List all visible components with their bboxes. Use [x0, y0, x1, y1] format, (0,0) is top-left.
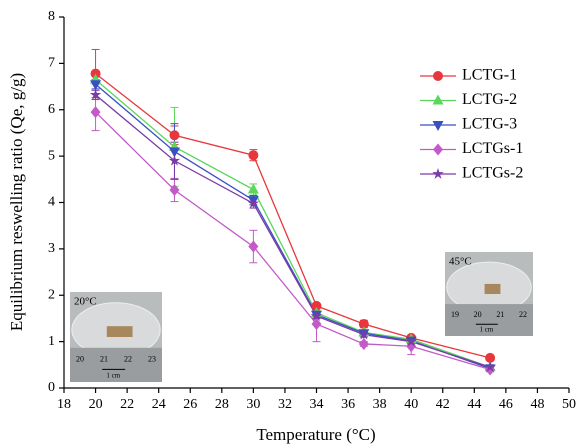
marker: [432, 168, 444, 179]
marker: [247, 183, 259, 194]
x-tick-label: 26: [183, 397, 197, 412]
x-tick-label: 42: [436, 397, 450, 412]
marker: [89, 88, 102, 100]
y-tick-label: 5: [48, 148, 55, 163]
y-tick-label: 2: [48, 287, 55, 302]
y-tick-label: 8: [48, 9, 55, 24]
marker: [433, 143, 443, 156]
sample: [106, 326, 133, 337]
x-tick-label: 36: [341, 397, 355, 412]
ruler-label: 23: [148, 354, 156, 363]
ruler-label: 19: [451, 310, 459, 319]
marker: [248, 150, 259, 161]
x-tick-label: 20: [89, 397, 103, 412]
x-tick-label: 30: [246, 397, 260, 412]
ruler-label: 22: [519, 310, 527, 319]
marker: [169, 130, 180, 141]
marker: [90, 68, 101, 79]
marker: [311, 300, 322, 311]
x-axis-label: Temperature (°C): [256, 425, 375, 444]
marker: [432, 94, 444, 105]
marker: [358, 337, 369, 350]
y-tick-label: 7: [48, 56, 55, 71]
y-tick-label: 4: [48, 195, 55, 210]
marker: [406, 340, 417, 353]
marker: [168, 147, 180, 158]
x-tick-label: 24: [152, 397, 166, 412]
x-tick-label: 38: [373, 397, 387, 412]
legend-label: LCTG-3: [462, 116, 517, 133]
inset-label: 20°C: [74, 296, 97, 308]
x-tick-label: 44: [467, 397, 481, 412]
marker: [311, 318, 322, 331]
marker: [169, 183, 180, 196]
legend-label: LCTGs-1: [462, 140, 523, 157]
legend-label: LCTG-1: [462, 67, 517, 84]
x-tick-label: 40: [404, 397, 418, 412]
scale-label: 1 cm: [106, 371, 120, 379]
x-tick-label: 22: [120, 397, 134, 412]
ruler: [445, 304, 533, 336]
marker: [248, 240, 259, 253]
marker: [432, 121, 444, 131]
x-tick-label: 46: [499, 397, 513, 412]
x-tick-label: 34: [310, 397, 324, 412]
x-tick-label: 18: [57, 397, 71, 412]
marker: [485, 352, 496, 363]
marker: [247, 197, 260, 209]
x-tick-label: 48: [530, 397, 544, 412]
marker: [90, 80, 102, 91]
ruler: [70, 347, 162, 382]
marker: [433, 71, 443, 81]
sample: [484, 283, 501, 294]
ruler-label: 21: [496, 310, 504, 319]
ruler-label: 21: [100, 354, 108, 363]
y-tick-label: 3: [48, 241, 55, 256]
y-tick-label: 1: [48, 334, 55, 349]
marker: [310, 310, 323, 321]
y-tick-label: 0: [48, 380, 55, 395]
marker: [484, 361, 496, 372]
x-tick-label: 32: [278, 397, 292, 412]
inset-label: 45°C: [449, 256, 472, 268]
y-tick-label: 6: [48, 102, 55, 117]
legend-label: LCTG-2: [462, 91, 517, 108]
marker: [358, 319, 369, 330]
ruler-label: 20: [76, 354, 84, 363]
x-tick-label: 28: [215, 397, 229, 412]
ruler-label: 22: [124, 354, 132, 363]
marker: [168, 154, 181, 166]
x-tick-label: 50: [562, 397, 576, 412]
y-axis-label: Equilibrium reswelling ratio (Qe, g/g): [7, 73, 26, 331]
scale-label: 1 cm: [479, 326, 493, 334]
marker: [90, 106, 101, 119]
ruler-label: 20: [474, 310, 482, 319]
marker: [405, 335, 417, 347]
marker: [358, 328, 370, 340]
legend-label: LCTGs-2: [462, 165, 523, 182]
